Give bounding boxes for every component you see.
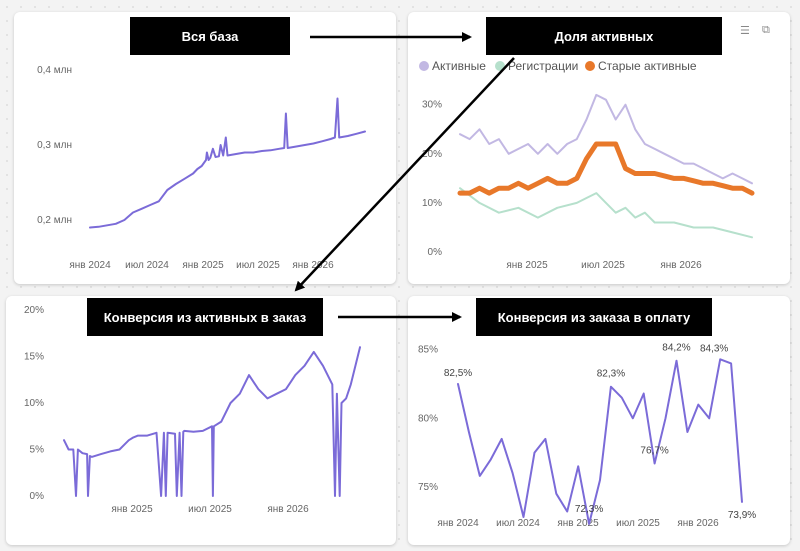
base-xtick: янв 2026 — [292, 260, 334, 271]
conv-order-ytick: 20% — [24, 305, 44, 316]
conv-pay-ytick: 85% — [418, 345, 438, 356]
active-ytick: 0% — [428, 247, 443, 258]
active-series-регистрации — [459, 187, 753, 239]
active-ytick: 30% — [422, 100, 442, 111]
base-ytick: 0,4 млн — [37, 65, 72, 76]
conv-order-xtick: янв 2025 — [111, 504, 153, 515]
legend-label: Старые активные — [598, 59, 697, 73]
conv-order-ytick: 10% — [24, 398, 44, 409]
conv-pay-series-line — [457, 358, 743, 525]
active-series-старые-активные — [457, 141, 755, 196]
data-label: 82,5% — [444, 368, 472, 379]
conv-order-ytick: 15% — [24, 352, 44, 363]
base-ytick: 0,2 млн — [37, 215, 72, 226]
active-series-активные — [459, 93, 753, 185]
conv-order-ytick: 5% — [30, 445, 45, 456]
active-ytick: 20% — [422, 149, 442, 160]
active-xtick: июл 2025 — [581, 260, 625, 271]
legend-label: Регистрации — [508, 59, 578, 73]
conv-pay-xtick: янв 2025 — [557, 518, 599, 529]
conv-pay-xtick: июл 2024 — [496, 518, 540, 529]
callout-conv-pay: Конверсия из заказа в оплату — [476, 298, 712, 336]
data-label: 82,3% — [597, 369, 625, 380]
legend-marker — [495, 61, 505, 71]
conv-pay-ytick: 75% — [418, 482, 438, 493]
panel-conv-pay[interactable] — [408, 296, 790, 545]
conv-order-xtick: янв 2026 — [267, 504, 309, 515]
conv-order-series-line — [63, 346, 361, 497]
conv-pay-xtick: янв 2024 — [437, 518, 479, 529]
panel-conv-order[interactable] — [6, 296, 396, 545]
data-label: 84,2% — [662, 343, 690, 354]
active-xtick: янв 2026 — [660, 260, 702, 271]
data-label: 76,7% — [640, 446, 668, 457]
active-xtick: янв 2025 — [506, 260, 548, 271]
data-label: 72,3% — [575, 504, 603, 515]
active-ytick: 10% — [422, 198, 442, 209]
legend-marker — [419, 61, 429, 71]
base-series-line — [89, 97, 366, 229]
callout-all-base: Вся база — [130, 17, 290, 55]
callout-active-share: Доля активных — [486, 17, 722, 55]
filter-icon[interactable]: ☰ — [740, 25, 750, 37]
callout-conv-order: Конверсия из активных в заказ — [87, 298, 323, 336]
base-xtick: июл 2025 — [236, 260, 280, 271]
conv-pay-ytick: 80% — [418, 413, 438, 424]
base-xtick: янв 2024 — [69, 260, 111, 271]
data-label: 73,9% — [728, 510, 756, 521]
legend-label: Активные — [432, 59, 486, 73]
conv-pay-xtick: янв 2026 — [677, 518, 719, 529]
data-label: 84,3% — [700, 343, 728, 354]
legend-marker — [585, 61, 595, 71]
base-xtick: июл 2024 — [125, 260, 169, 271]
conv-order-ytick: 0% — [30, 491, 45, 502]
conv-order-xtick: июл 2025 — [188, 504, 232, 515]
expand-icon[interactable]: ⧉ — [762, 24, 770, 36]
base-xtick: янв 2025 — [182, 260, 224, 271]
base-ytick: 0,3 млн — [37, 140, 72, 151]
conv-pay-xtick: июл 2025 — [616, 518, 660, 529]
